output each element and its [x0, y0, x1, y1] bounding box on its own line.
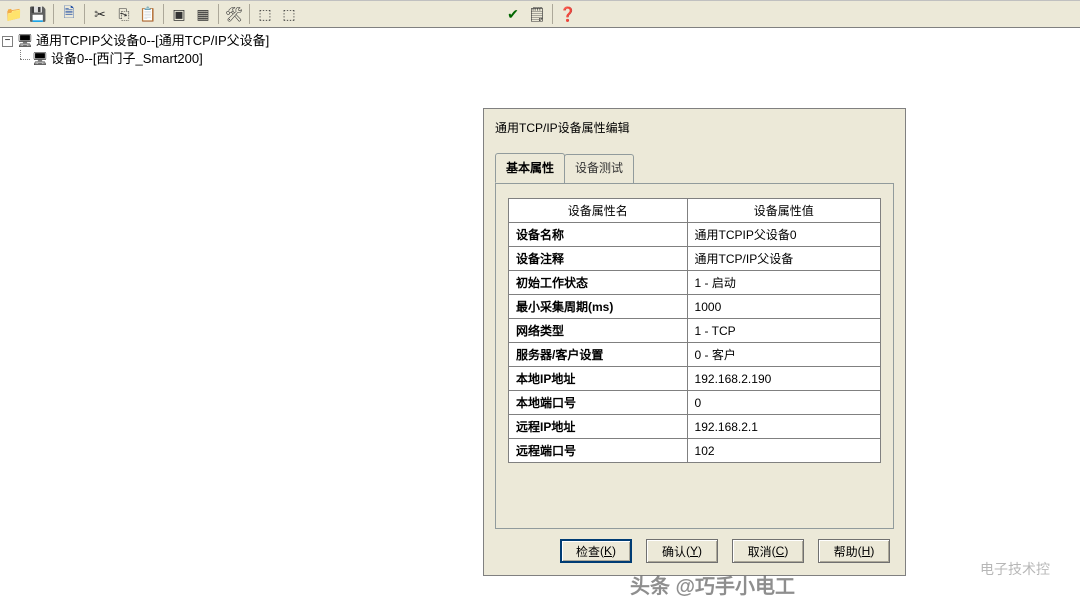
ok-button[interactable]: 确认(Y) — [646, 539, 718, 563]
toolbar-chip2-icon[interactable]: ▦ — [192, 3, 214, 25]
ok-button-label: 确认 — [662, 543, 686, 560]
toolbar-node1-icon[interactable]: ⬚ — [254, 3, 276, 25]
dialog-tabstrip: 基本属性 设备测试 — [495, 154, 894, 183]
toolbar-separator — [163, 4, 164, 24]
prop-value-cell[interactable]: 通用TCPIP父设备0 — [687, 223, 880, 247]
property-table: 设备属性名 设备属性值 设备名称通用TCPIP父设备0设备注释通用TCP/IP父… — [508, 198, 881, 463]
toolbar-wrench-icon[interactable]: 🛠 — [223, 3, 245, 25]
prop-value-cell[interactable]: 1 - TCP — [687, 319, 880, 343]
toolbar-separator — [249, 4, 250, 24]
prop-value-cell[interactable]: 102 — [687, 439, 880, 463]
prop-name-cell: 远程IP地址 — [509, 415, 688, 439]
tree-branch-icon — [14, 50, 32, 68]
device-icon: 🖥 — [17, 33, 33, 49]
table-row[interactable]: 服务器/客户设置0 - 客户 — [509, 343, 881, 367]
table-row[interactable]: 远程IP地址192.168.2.1 — [509, 415, 881, 439]
toolbar-separator — [53, 4, 54, 24]
prop-value-cell[interactable]: 0 — [687, 391, 880, 415]
cancel-mnemonic: C — [776, 544, 785, 558]
device-icon: 🖥 — [32, 51, 48, 67]
prop-name-cell: 服务器/客户设置 — [509, 343, 688, 367]
table-row[interactable]: 设备名称通用TCPIP父设备0 — [509, 223, 881, 247]
table-row[interactable]: 最小采集周期(ms)1000 — [509, 295, 881, 319]
prop-value-cell[interactable]: 0 - 客户 — [687, 343, 880, 367]
toolbar-node2-icon[interactable]: ⬚ — [278, 3, 300, 25]
tree-child-label: 设备0--[西门子_Smart200] — [51, 50, 203, 68]
check-button-label: 检查 — [576, 543, 600, 560]
prop-name-cell: 最小采集周期(ms) — [509, 295, 688, 319]
tree-child-row[interactable]: 🖥 设备0--[西门子_Smart200] — [2, 50, 1078, 68]
tab-basic-properties[interactable]: 基本属性 — [495, 153, 565, 183]
prop-name-cell: 本地IP地址 — [509, 367, 688, 391]
prop-name-cell: 网络类型 — [509, 319, 688, 343]
help-mnemonic: H — [862, 544, 871, 558]
col-header-name: 设备属性名 — [509, 199, 688, 223]
toolbar-help-icon[interactable]: ❓ — [557, 3, 579, 25]
toolbar-chip-icon[interactable]: ▣ — [168, 3, 190, 25]
table-row[interactable]: 初始工作状态1 - 启动 — [509, 271, 881, 295]
toolbar-folder-icon[interactable]: 📁 — [3, 3, 25, 25]
prop-value-cell[interactable]: 1 - 启动 — [687, 271, 880, 295]
toolbar-separator — [84, 4, 85, 24]
prop-value-cell[interactable]: 192.168.2.1 — [687, 415, 880, 439]
tab-device-test[interactable]: 设备测试 — [564, 154, 634, 183]
toolbar-cut-icon[interactable]: ✂ — [89, 3, 111, 25]
prop-name-cell: 设备名称 — [509, 223, 688, 247]
dialog-title: 通用TCP/IP设备属性编辑 — [495, 119, 894, 136]
toolbar-form-icon[interactable]: 🗒 — [526, 3, 548, 25]
main-toolbar: 📁 💾 🗎 ✂ ⎘ 📋 ▣ ▦ 🛠 ⬚ ⬚ ✔ 🗒 ❓ — [0, 0, 1080, 28]
table-row[interactable]: 本地端口号0 — [509, 391, 881, 415]
tab-page-basic: 设备属性名 设备属性值 设备名称通用TCPIP父设备0设备注释通用TCP/IP父… — [495, 183, 894, 529]
help-button-label: 帮助 — [834, 543, 858, 560]
toolbar-copy-icon[interactable]: ⎘ — [113, 3, 135, 25]
toolbar-separator — [552, 4, 553, 24]
device-tree: − 🖥 通用TCPIP父设备0--[通用TCP/IP父设备] 🖥 设备0--[西… — [0, 28, 1080, 72]
watermark-text-1: 电子技术控 — [980, 559, 1050, 579]
cancel-button[interactable]: 取消(C) — [732, 539, 804, 563]
tree-root-row[interactable]: − 🖥 通用TCPIP父设备0--[通用TCP/IP父设备] — [2, 32, 1078, 50]
toolbar-separator — [218, 4, 219, 24]
prop-name-cell: 设备注释 — [509, 247, 688, 271]
prop-name-cell: 本地端口号 — [509, 391, 688, 415]
table-row[interactable]: 本地IP地址192.168.2.190 — [509, 367, 881, 391]
help-button[interactable]: 帮助(H) — [818, 539, 890, 563]
tree-expander-icon[interactable]: − — [2, 36, 13, 47]
toolbar-doc-icon[interactable]: 🗎 — [58, 3, 80, 25]
toolbar-save-icon[interactable]: 💾 — [27, 3, 49, 25]
prop-value-cell[interactable]: 192.168.2.190 — [687, 367, 880, 391]
toolbar-check-doc-icon[interactable]: ✔ — [502, 3, 524, 25]
ok-mnemonic: Y — [690, 544, 698, 558]
table-row[interactable]: 设备注释通用TCP/IP父设备 — [509, 247, 881, 271]
device-property-dialog: 通用TCP/IP设备属性编辑 基本属性 设备测试 设备属性名 设备属性值 设备名… — [483, 108, 906, 576]
table-row[interactable]: 远程端口号102 — [509, 439, 881, 463]
prop-name-cell: 初始工作状态 — [509, 271, 688, 295]
tree-root-label: 通用TCPIP父设备0--[通用TCP/IP父设备] — [36, 32, 269, 50]
prop-value-cell[interactable]: 1000 — [687, 295, 880, 319]
prop-name-cell: 远程端口号 — [509, 439, 688, 463]
watermark-text-2: 头条 @巧手小电工 — [630, 570, 795, 599]
table-row[interactable]: 网络类型1 - TCP — [509, 319, 881, 343]
col-header-value: 设备属性值 — [687, 199, 880, 223]
dialog-button-row: 检查(K) 确认(Y) 取消(C) 帮助(H) — [495, 539, 894, 563]
check-button[interactable]: 检查(K) — [560, 539, 632, 563]
check-mnemonic: K — [604, 544, 612, 558]
prop-value-cell[interactable]: 通用TCP/IP父设备 — [687, 247, 880, 271]
cancel-button-label: 取消 — [748, 543, 772, 560]
toolbar-paste-icon[interactable]: 📋 — [137, 3, 159, 25]
